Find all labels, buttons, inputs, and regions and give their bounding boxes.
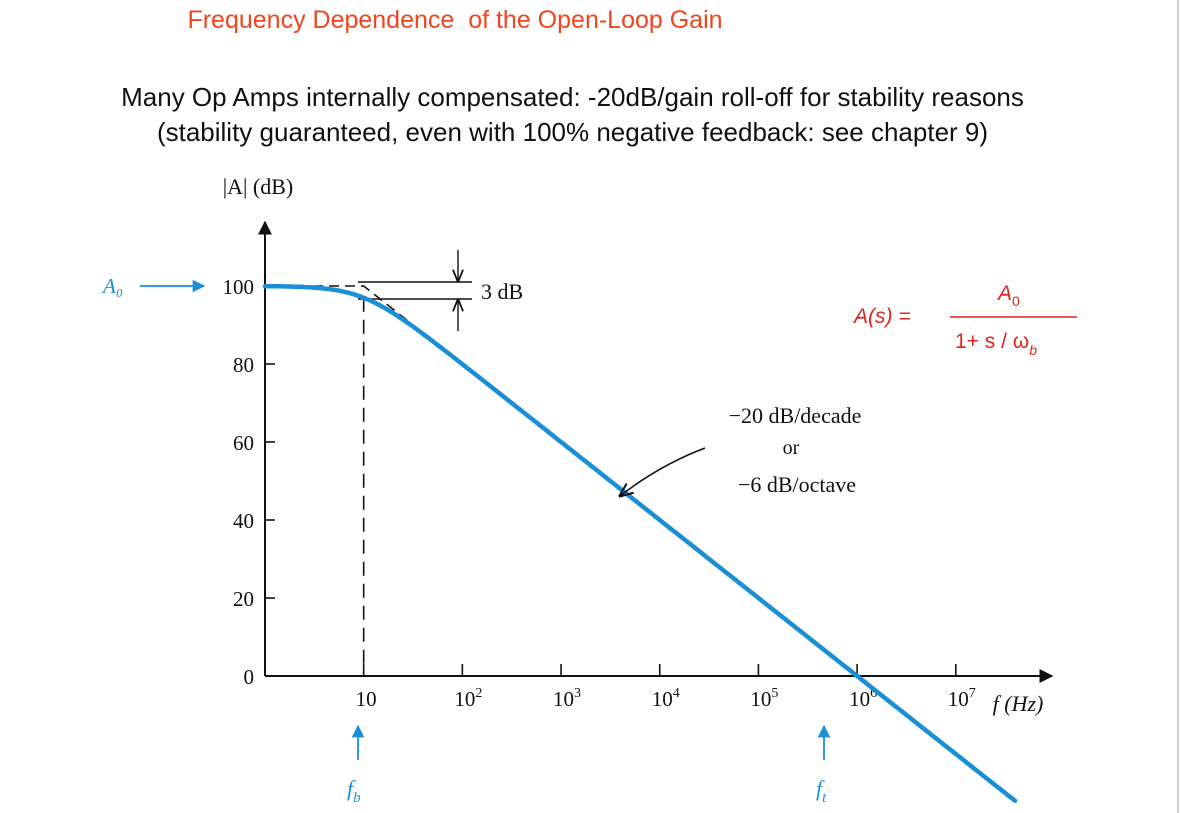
y-tick-label: 20 — [233, 587, 254, 611]
slope-label-or: or — [783, 437, 800, 459]
transfer-function-formula: A(s) = A0 1+ s / ωb — [852, 282, 1077, 358]
ft-annotation: ft — [816, 724, 831, 806]
formula-denominator: 1+ s / ω — [955, 330, 1029, 353]
x-axis-label: f (Hz) — [993, 691, 1044, 716]
slide-right-border — [1177, 0, 1179, 813]
svg-text:1+ s / ωb: 1+ s / ωb — [955, 330, 1037, 358]
gain-curve — [262, 283, 1018, 804]
x-ticks: 10 102 103 104 105 106 107 — [356, 664, 976, 711]
formula-numerator: A — [996, 282, 1012, 305]
y-axis-label: |A| (dB) — [223, 174, 294, 199]
subtitle-line-1: Many Op Amps internally compensated: -20… — [121, 82, 1024, 112]
ft-label: f — [816, 776, 825, 801]
three-db-marker: 3 dB — [358, 250, 523, 331]
y-tick-label: 100 — [223, 275, 255, 299]
fb-subscript: b — [353, 790, 361, 806]
formula-lhs: A(s) = — [852, 305, 911, 328]
y-tick-label: 40 — [233, 509, 254, 533]
fb-label: f — [347, 776, 356, 801]
a0-annotation: A₀ — [101, 274, 206, 298]
formula-denominator-sub: b — [1029, 342, 1037, 358]
slide-subtitle: Many Op Amps internally compensated: -20… — [0, 80, 1145, 150]
fb-annotation: fb — [347, 724, 365, 806]
ft-subscript: t — [822, 790, 827, 806]
x-tick-label: 10 — [356, 687, 377, 711]
y-tick-label: 80 — [233, 353, 254, 377]
a0-label: A₀ — [101, 274, 123, 298]
x-tick-label: 102 — [454, 686, 482, 711]
subtitle-line-2: (stability guaranteed, even with 100% ne… — [156, 117, 989, 147]
x-tick-label: 103 — [553, 686, 581, 711]
x-tick-label: 105 — [750, 686, 778, 711]
x-tick-label: 104 — [652, 686, 680, 711]
slope-label-octave: −6 dB/octave — [738, 472, 856, 497]
x-tick-label: 106 — [849, 686, 877, 711]
slope-label-decade: −20 dB/decade — [729, 403, 862, 428]
slide-title: Frequency Dependence of the Open-Loop Ga… — [187, 6, 723, 34]
svg-text:fb: fb — [347, 776, 361, 806]
slope-pointer-arrow — [620, 447, 706, 496]
svg-text:A0: A0 — [996, 282, 1020, 309]
formula-numerator-sub: 0 — [1012, 293, 1020, 309]
three-db-label: 3 dB — [481, 279, 523, 304]
svg-text:ft: ft — [816, 776, 827, 806]
x-tick-label: 107 — [948, 686, 976, 711]
y-tick-label: 60 — [233, 431, 254, 455]
y-tick-label: 0 — [244, 665, 255, 689]
y-ticks: 0 20 40 60 80 100 — [223, 275, 275, 689]
